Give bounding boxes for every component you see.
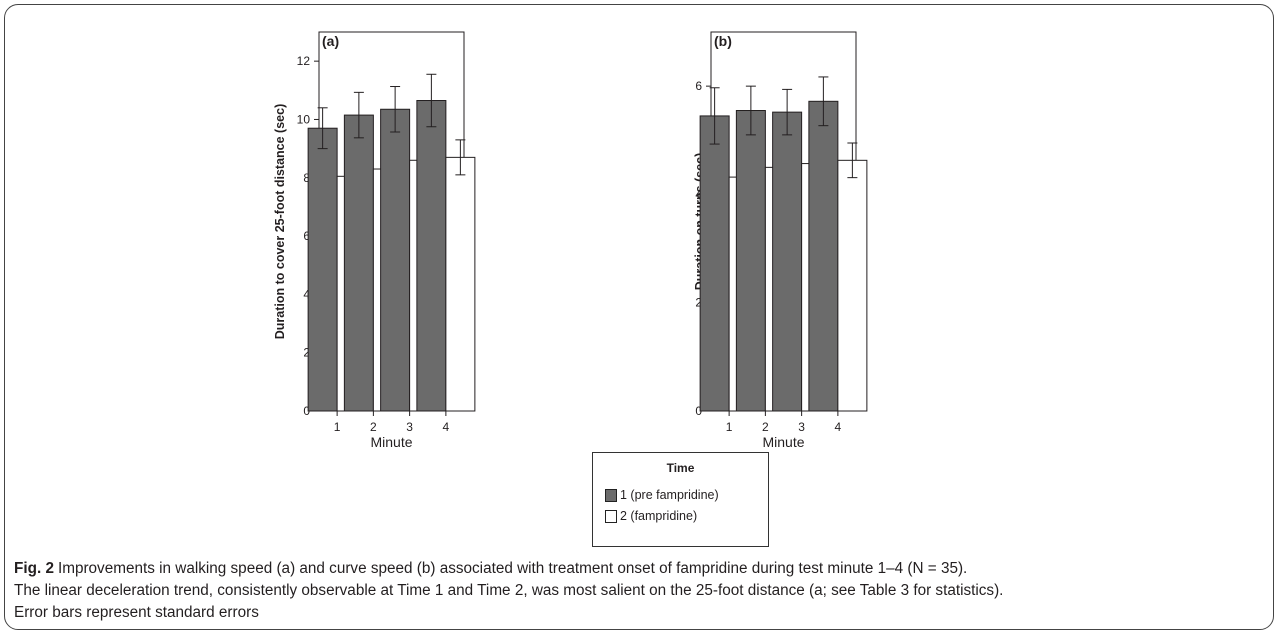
bar-pre-fampridine: [380, 108, 411, 412]
caption-figure-label: Fig. 2: [14, 560, 54, 577]
x-tick-label: 4: [835, 420, 842, 434]
y-tick-label: 0: [695, 404, 702, 418]
legend-item-fampridine: 2 (fampridine): [605, 508, 697, 524]
bar-pre-fampridine: [772, 111, 803, 412]
bar-pre-fampridine: [735, 110, 766, 412]
x-tick-label: 1: [726, 420, 733, 434]
bar-pre-fampridine: [808, 100, 839, 412]
legend-item-pre-fampridine: 1 (pre fampridine): [605, 487, 719, 503]
legend: Time 1 (pre fampridine) 2 (fampridine): [592, 452, 769, 547]
panel-label: (b): [714, 33, 732, 49]
caption-line-1: Improvements in walking speed (a) and cu…: [57, 560, 968, 577]
legend-title: Time: [666, 461, 695, 475]
bar-pre-fampridine: [416, 100, 447, 412]
x-tick-label: 3: [406, 420, 413, 434]
bar-pre-fampridine: [343, 114, 374, 412]
legend-swatch-fampridine: [605, 509, 617, 523]
x-axis-label: Minute: [762, 434, 804, 450]
bar-fampridine: [837, 159, 868, 412]
x-tick-label: 2: [370, 420, 377, 434]
x-tick-label: 1: [334, 420, 341, 434]
figure-frame: [4, 4, 1274, 630]
x-tick-label: 3: [798, 420, 805, 434]
y-tick-label: 4: [303, 287, 310, 301]
bar-pre-fampridine: [307, 127, 338, 412]
y-tick-label: 12: [297, 54, 311, 68]
caption-line-2: The linear deceleration trend, consisten…: [14, 582, 1004, 599]
x-axis-label: Minute: [370, 434, 412, 450]
y-tick-label: 2: [303, 346, 310, 360]
bar-pre-fampridine: [699, 115, 730, 412]
legend-swatch-pre-fampridine: [605, 488, 617, 502]
y-tick-label: 0: [303, 404, 310, 418]
caption-line-3: Error bars represent standard errors: [14, 604, 259, 621]
legend-label-fampridine: 2 (fampridine): [620, 509, 698, 523]
y-tick-label: 6: [695, 79, 702, 93]
y-tick-label: 2: [695, 296, 702, 310]
panel-label: (a): [322, 33, 339, 49]
y-tick-label: 8: [303, 171, 310, 185]
y-tick-label: 6: [303, 229, 310, 243]
y-axis-label: Duration to cover 25-foot distance (sec): [273, 104, 287, 339]
legend-label-pre-fampridine: 1 (pre fampridine): [620, 488, 719, 502]
x-tick-label: 2: [762, 420, 769, 434]
y-tick-label: 4: [695, 187, 702, 201]
bar-fampridine: [445, 156, 476, 412]
y-tick-label: 10: [297, 112, 311, 126]
figure-caption: Fig. 2 Improvements in walking speed (a) …: [14, 558, 1264, 624]
x-tick-label: 4: [443, 420, 450, 434]
